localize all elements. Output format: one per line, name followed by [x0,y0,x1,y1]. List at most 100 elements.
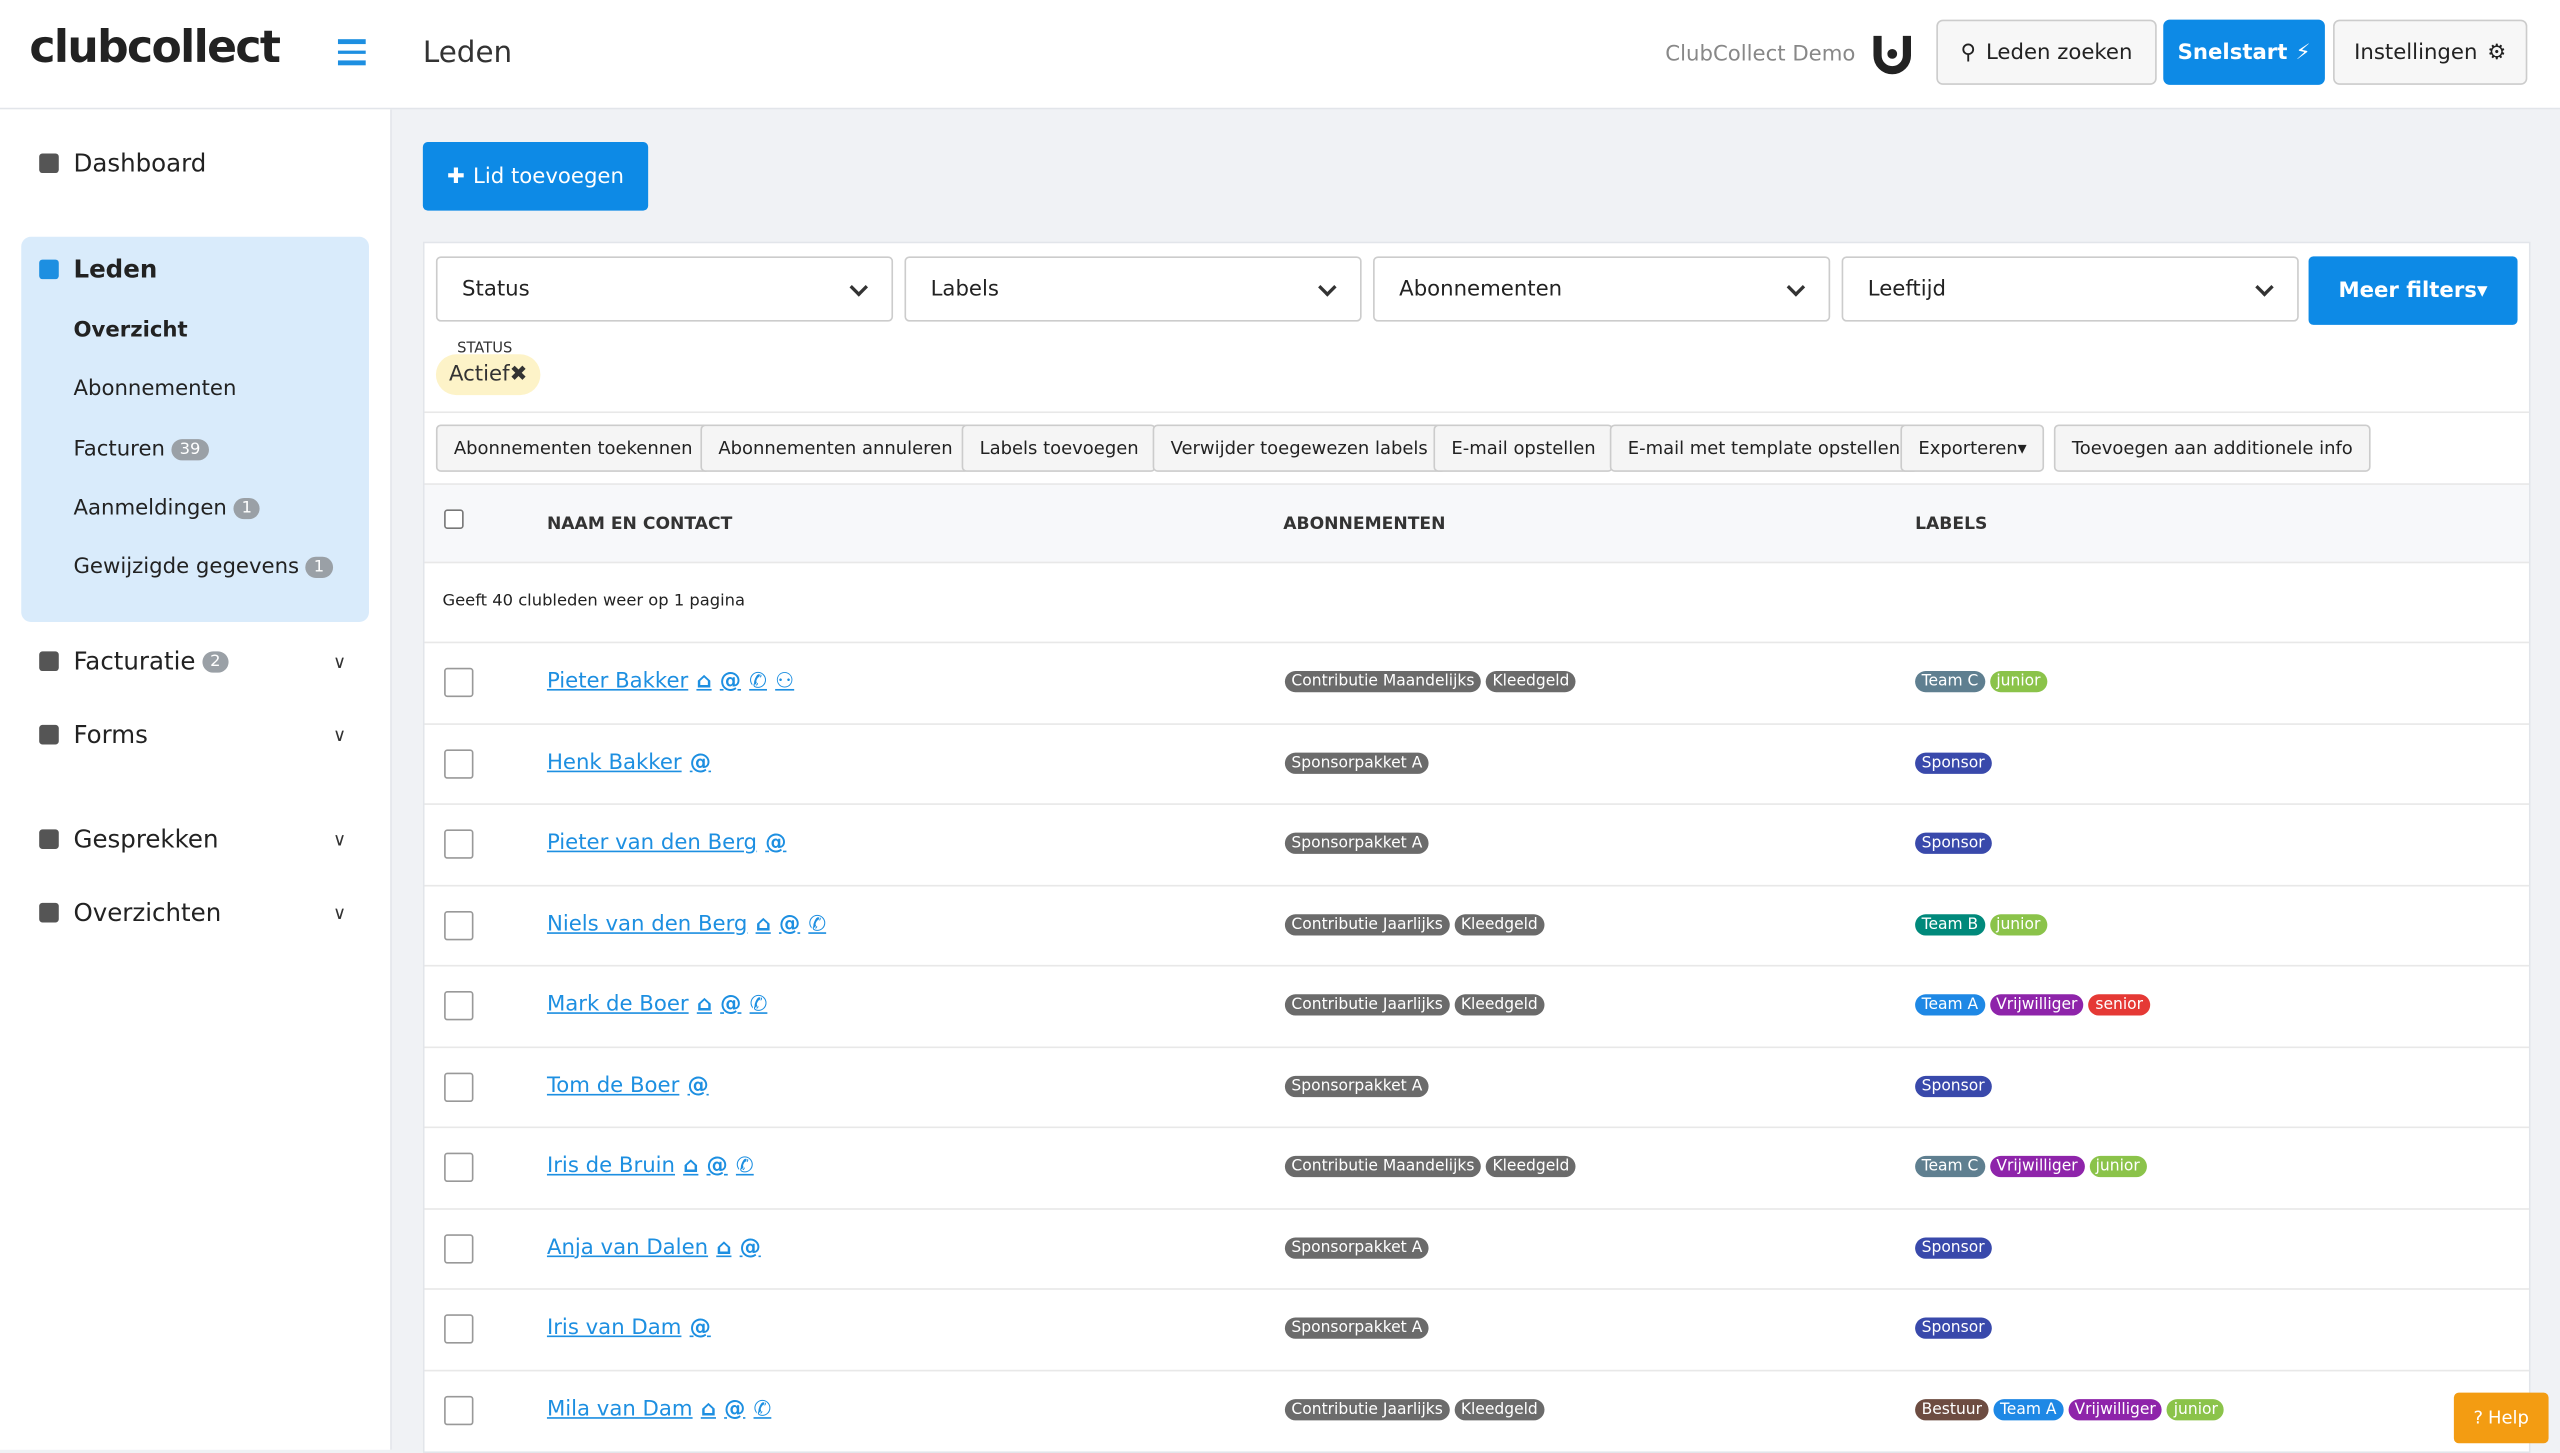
table-row: Niels van den Berg⌂@✆Contributie Jaarlij… [424,884,2528,966]
nav-item[interactable]: Leden [39,255,157,284]
subscriptions: Sponsorpakket A [1285,833,1429,854]
member-name[interactable]: Pieter van den Berg@ [547,831,786,855]
action-button[interactable]: E-mail met template opstellen [1610,424,1918,471]
table-row: Pieter van den Berg@Sponsorpakket ASpons… [424,803,2528,885]
member-name[interactable]: Henk Bakker @ [547,750,711,774]
active-filter-chip[interactable]: Actief ✖ [436,354,541,395]
subscriptions: Contributie JaarlijksKleedgeld [1285,1398,1544,1419]
subnav-item[interactable]: Aanmeldingen1 [73,496,260,520]
nav-label: Leden [73,255,157,284]
subscription-tag: Sponsorpakket A [1285,833,1429,854]
contact-icon: ⌂ [697,993,712,1017]
label-tag: junior [2167,1398,2224,1419]
subnav-label: Gewijzigde gegevens [73,555,299,579]
subscriptions: Sponsorpakket A [1285,1075,1429,1096]
table-row: Tom de Boer@Sponsorpakket ASponsor [424,1046,2528,1128]
name-text: Pieter Bakker [547,669,688,693]
name-text: Pieter van den Berg [547,831,757,855]
search-button[interactable]: ⚲Leden zoeken [1936,20,2156,85]
subscription-tag: Sponsorpakket A [1285,1075,1429,1096]
action-button[interactable]: E-mail opstellen [1433,424,1613,471]
row-checkbox[interactable] [444,829,473,858]
members-panel: StatusLabelsAbonnementenLeeftijdMeer fil… [423,242,2531,1453]
member-name[interactable]: Pieter Bakker⌂@✆⚇ [547,669,794,693]
labels: Team CVrijwilligerjunior [1915,1156,2146,1177]
subnav-item[interactable]: Facturen39 [73,438,208,462]
filter-select[interactable]: Labels [904,256,1361,321]
divider [424,411,2528,413]
nav-label: Gesprekken [73,824,218,853]
member-name[interactable]: Iris de Bruin⌂@✆ [547,1154,754,1178]
column-header: ABONNEMENTEN [1283,514,1445,534]
menu-toggle[interactable] [338,39,366,71]
nav-icon [39,260,59,280]
row-checkbox[interactable] [444,1153,473,1182]
nav-item[interactable]: Facturatie2 [39,647,229,676]
member-name[interactable]: Anja van Dalen⌂@ [547,1235,761,1259]
settings-button[interactable]: Instellingen⚙ [2333,20,2527,85]
subnav-item[interactable]: Overzicht [73,318,187,342]
member-name[interactable]: Tom de Boer@ [547,1073,709,1097]
nav-item[interactable]: Gesprekken [39,824,218,853]
row-checkbox[interactable] [444,910,473,939]
action-button[interactable]: Abonnementen toekennen [436,424,711,471]
add-member-button[interactable]: ✚Lid toevoegen [423,142,648,211]
select-all[interactable] [444,509,464,529]
row-checkbox[interactable] [444,1314,473,1343]
label-tag: Team A [1915,994,1985,1015]
help-button[interactable]: ?Help [2454,1393,2549,1444]
contact-icon: ✆ [736,1154,754,1178]
action-button[interactable]: Exporteren ▾ [1900,424,2044,471]
filter-select[interactable]: Abonnementen [1373,256,1830,321]
filter-select[interactable]: Leeftijd [1842,256,2299,321]
filter-select[interactable]: Status [436,256,893,321]
contact-icon: ✆ [750,993,768,1017]
chevron: ∨ [333,725,346,746]
subnav-item[interactable]: Abonnementen [73,377,236,401]
subscription-tag: Contributie Jaarlijks [1285,1398,1449,1419]
logo: clubcollect [29,23,279,74]
subnav-label: Facturen [73,438,164,462]
nav-icon [39,829,59,849]
subnav-item[interactable]: Gewijzigde gegevens1 [73,555,332,579]
row-checkbox[interactable] [444,991,473,1020]
row-checkbox[interactable] [444,749,473,778]
row-checkbox[interactable] [444,1395,473,1424]
contact-icon: @ [690,750,711,774]
nav-item[interactable]: Forms [39,720,148,749]
row-checkbox[interactable] [444,1072,473,1101]
member-name[interactable]: Iris van Dam@ [547,1316,711,1340]
button-text: Toevoegen aan additionele info [2072,438,2353,459]
action-button[interactable]: Toevoegen aan additionele info [2054,424,2371,471]
subscription-tag: Kleedgeld [1486,671,1576,692]
member-name[interactable]: Mila van Dam⌂@✆ [547,1397,771,1421]
more-filters-button[interactable]: Meer filters ▾ [2309,256,2518,325]
label-tag: Team C [1915,671,1985,692]
contact-icon: @ [720,669,741,693]
subnav-label: Abonnementen [73,377,236,401]
name-text: Niels van den Berg [547,912,747,936]
label-tag: Vrijwilliger [1990,994,2084,1015]
member-name[interactable]: Niels van den Berg⌂@✆ [547,912,826,936]
action-button[interactable]: Abonnementen annuleren [700,424,970,471]
nav-item[interactable]: Dashboard [39,149,206,178]
subscription-tag: Contributie Maandelijks [1285,1156,1481,1177]
button-text: Snelstart [2178,40,2288,64]
nav-item[interactable]: Overzichten [39,898,221,927]
label-tag: Team C [1915,1156,1985,1177]
member-name[interactable]: Mark de Boer⌂@✆ [547,993,767,1017]
name-text: Henk Bakker [547,750,682,774]
action-button[interactable]: Labels toevoegen [962,424,1157,471]
table-row: Mila van Dam⌂@✆ Contributie JaarlijksKlee… [424,1369,2528,1451]
labels: Team AVrijwilligersenior [1915,994,2149,1015]
table-row: Iris de Bruin⌂@✆Contributie MaandelijksK… [424,1127,2528,1209]
subscriptions: Sponsorpakket A [1285,1318,1429,1339]
quickstart-button[interactable]: Snelstart⚡ [2163,20,2325,85]
action-button[interactable]: Verwijder toegewezen labels [1153,424,1446,471]
contact-icon: ⌂ [716,1235,731,1259]
row-checkbox[interactable] [444,668,473,697]
button-text: Meer filters [2339,278,2477,302]
table-row: Pieter Bakker⌂@✆⚇Contributie Maandelijks… [424,642,2528,724]
table-row: Henk Bakker@Sponsorpakket ASponsor [424,722,2528,804]
row-checkbox[interactable] [444,1233,473,1262]
